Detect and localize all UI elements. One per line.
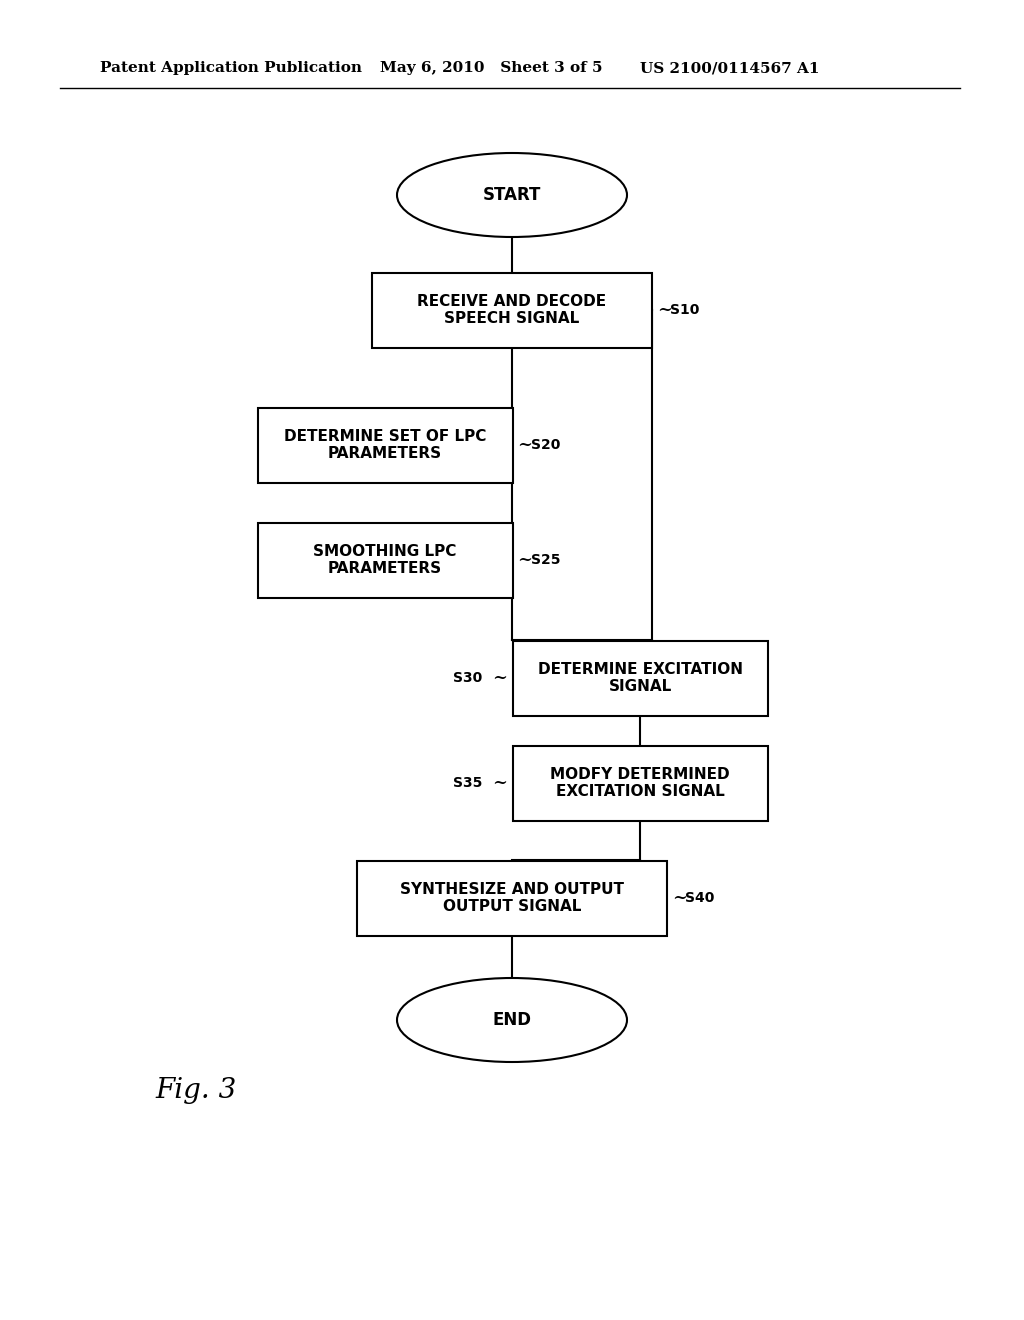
Bar (372, 272, 652, 347)
Text: S25: S25 (530, 553, 560, 568)
Ellipse shape (397, 153, 627, 238)
Text: S30: S30 (454, 671, 482, 685)
Text: US 2100/0114567 A1: US 2100/0114567 A1 (640, 61, 819, 75)
Text: S10: S10 (670, 304, 699, 317)
Text: Fig. 3: Fig. 3 (155, 1077, 237, 1104)
Text: ~: ~ (672, 888, 687, 907)
Text: ~: ~ (517, 436, 532, 454)
Text: ~: ~ (493, 774, 508, 792)
Text: SYNTHESIZE AND OUTPUT
OUTPUT SIGNAL: SYNTHESIZE AND OUTPUT OUTPUT SIGNAL (400, 882, 624, 915)
Ellipse shape (397, 978, 627, 1063)
Text: ~: ~ (493, 669, 508, 686)
Text: SMOOTHING LPC
PARAMETERS: SMOOTHING LPC PARAMETERS (313, 544, 457, 577)
Bar (512, 640, 768, 715)
Bar (357, 861, 667, 936)
Text: S20: S20 (530, 438, 560, 451)
Text: Patent Application Publication: Patent Application Publication (100, 61, 362, 75)
Bar (512, 746, 768, 821)
Text: May 6, 2010   Sheet 3 of 5: May 6, 2010 Sheet 3 of 5 (380, 61, 602, 75)
Text: DETERMINE EXCITATION
SIGNAL: DETERMINE EXCITATION SIGNAL (538, 661, 742, 694)
Text: ~: ~ (657, 301, 672, 319)
Text: DETERMINE SET OF LPC
PARAMETERS: DETERMINE SET OF LPC PARAMETERS (284, 429, 486, 461)
Bar (257, 408, 512, 483)
Text: END: END (493, 1011, 531, 1030)
Text: S35: S35 (454, 776, 482, 789)
Text: ~: ~ (517, 550, 532, 569)
Text: RECEIVE AND DECODE
SPEECH SIGNAL: RECEIVE AND DECODE SPEECH SIGNAL (418, 294, 606, 326)
Text: MODFY DETERMINED
EXCITATION SIGNAL: MODFY DETERMINED EXCITATION SIGNAL (550, 767, 730, 799)
Text: START: START (482, 186, 542, 205)
Bar (257, 523, 512, 598)
Text: S40: S40 (685, 891, 715, 906)
